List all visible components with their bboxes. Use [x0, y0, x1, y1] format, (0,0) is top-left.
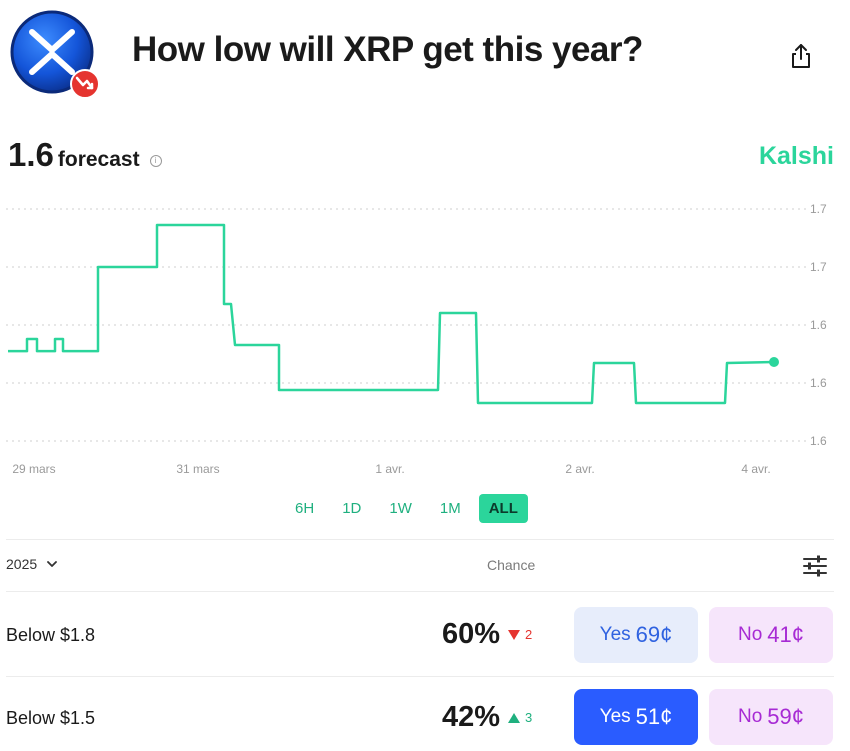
year-dropdown[interactable]: 2025 [6, 556, 58, 572]
divider [6, 539, 834, 540]
no-label: No [737, 624, 763, 645]
x-tick-label: 1 avr. [375, 462, 404, 476]
chance-change-value: 3 [525, 710, 533, 725]
x-tick-label: 4 avr. [741, 462, 770, 476]
yes-label: Yes [599, 624, 631, 645]
chance-header: Chance [487, 557, 536, 573]
y-tick-label: 1.7 [810, 202, 827, 216]
filter-button[interactable] [802, 553, 828, 579]
forecast-value: 1.6 [8, 136, 54, 173]
share-icon [792, 44, 810, 68]
tab-1w[interactable]: 1W [389, 500, 412, 517]
yes-price: 51¢ [635, 704, 673, 729]
sliders-icon [803, 555, 827, 577]
latest-point [769, 357, 779, 367]
outcome-label: Below $1.8 [6, 625, 96, 645]
chevron-down-icon [47, 560, 58, 567]
divider [6, 676, 834, 677]
down-triangle-icon [508, 629, 520, 640]
y-tick-label: 1.6 [810, 376, 827, 390]
yes-label: Yes [599, 706, 631, 727]
no-price: 41¢ [767, 622, 804, 647]
tab-all[interactable]: ALL [478, 494, 528, 523]
y-tick-label: 1.6 [810, 434, 827, 448]
x-tick-label: 29 mars [12, 462, 55, 476]
x-tick-label: 31 mars [176, 462, 219, 476]
xrp-logo [8, 8, 100, 100]
year-value: 2025 [6, 556, 38, 572]
buy-no-button[interactable]: No 41¢ [709, 607, 833, 663]
table-row: Below $1.5 42% 3 Yes 51¢ No 59¢ [0, 679, 850, 751]
up-triangle-icon [508, 712, 520, 723]
info-icon[interactable]: i [149, 154, 162, 167]
price-chart-svg: 1.7 1.7 1.6 1.6 1.6 29 mars 31 mars 1 avr. 2 avr… [6, 202, 827, 476]
chance-change: 3 [508, 710, 532, 725]
yes-price: 69¢ [635, 622, 673, 647]
outcome-label: Below $1.5 [6, 708, 96, 728]
y-tick-label: 1.6 [810, 318, 827, 332]
outcome-chance: 60% [441, 618, 500, 650]
x-tick-label: 2 avr. [565, 462, 594, 476]
no-price: 59¢ [767, 704, 804, 729]
xrp-logo-icon [10, 10, 100, 99]
series-line [8, 223, 775, 405]
chance-change-value: 2 [525, 627, 533, 642]
tab-6h[interactable]: 6H [295, 500, 315, 517]
tab-1d[interactable]: 1D [342, 500, 362, 517]
forecast-label: forecast [57, 148, 140, 171]
forecast-summary: 1.6 forecast i [8, 136, 162, 174]
kalshi-brand: Kalshi [758, 142, 834, 170]
buy-yes-button[interactable]: Yes 69¢ [574, 607, 698, 663]
chance-change: 2 [508, 627, 532, 642]
outcome-chance: 42% [441, 701, 500, 733]
tab-1m[interactable]: 1M [439, 500, 461, 517]
price-chart: 1.7 1.7 1.6 1.6 1.6 29 mars 31 mars 1 avr. 2 avr… [0, 195, 850, 485]
y-tick-label: 1.7 [810, 260, 827, 274]
no-label: No [737, 706, 763, 727]
page-title: How low will XRP get this year? [132, 30, 643, 69]
range-tabs: 6H 1D 1W 1M ALL [285, 494, 528, 523]
divider [6, 591, 834, 592]
table-row: Below $1.8 60% 2 Yes 69¢ No 41¢ [0, 596, 850, 676]
share-button[interactable] [786, 40, 816, 72]
buy-no-button[interactable]: No 59¢ [709, 689, 833, 745]
buy-yes-button[interactable]: Yes 51¢ [574, 689, 698, 745]
